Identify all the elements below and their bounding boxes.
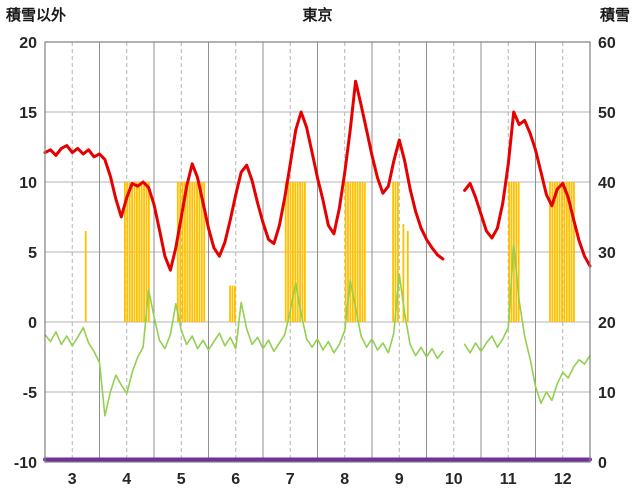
month-axis-labels: 3 4 5 6 7 8 9 10 11 12 xyxy=(68,471,572,488)
svg-text:20: 20 xyxy=(19,35,37,52)
svg-text:9: 9 xyxy=(395,471,404,488)
svg-text:3: 3 xyxy=(68,471,77,488)
svg-text:10: 10 xyxy=(598,385,616,402)
svg-text:5: 5 xyxy=(28,245,37,262)
right-axis-title: 積雪 xyxy=(599,7,630,24)
chart-title: 東京 xyxy=(302,7,333,24)
svg-text:60: 60 xyxy=(598,35,616,52)
svg-text:40: 40 xyxy=(598,175,616,192)
svg-text:20: 20 xyxy=(598,315,616,332)
svg-text:8: 8 xyxy=(340,471,349,488)
svg-text:15: 15 xyxy=(19,105,37,122)
svg-text:-10: -10 xyxy=(14,455,37,472)
left-axis-ticks: -10 -5 0 5 10 15 20 xyxy=(14,35,37,472)
svg-text:5: 5 xyxy=(177,471,186,488)
svg-text:0: 0 xyxy=(28,315,37,332)
series-orange-bars xyxy=(84,182,575,322)
svg-text:10: 10 xyxy=(445,471,463,488)
svg-text:7: 7 xyxy=(286,471,295,488)
svg-text:4: 4 xyxy=(122,471,131,488)
gridlines xyxy=(44,41,591,463)
left-axis-title: 積雪以外 xyxy=(6,7,67,24)
right-axis-ticks: 0 10 20 30 40 50 60 xyxy=(598,35,616,472)
svg-text:6: 6 xyxy=(231,471,240,488)
svg-text:10: 10 xyxy=(19,175,37,192)
svg-text:30: 30 xyxy=(598,245,616,262)
svg-text:50: 50 xyxy=(598,105,616,122)
svg-text:0: 0 xyxy=(598,455,607,472)
series-red-line xyxy=(43,79,592,272)
svg-text:11: 11 xyxy=(500,471,517,488)
series-green-line xyxy=(44,244,591,417)
svg-text:12: 12 xyxy=(554,471,572,488)
svg-text:-5: -5 xyxy=(23,385,37,402)
